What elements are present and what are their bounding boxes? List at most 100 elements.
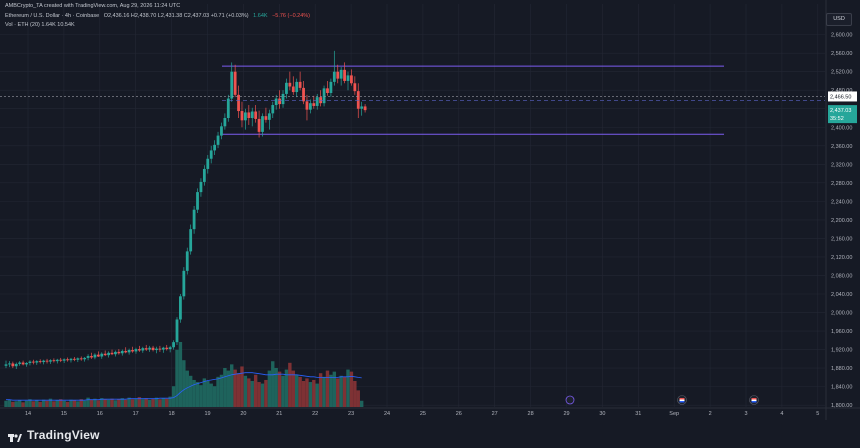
volume-bar [202, 378, 207, 407]
candle-body [175, 319, 179, 343]
candle-body [76, 358, 80, 360]
candle-body [233, 71, 237, 95]
volume-bar [226, 370, 230, 407]
candle-body [69, 358, 73, 361]
candle-body [267, 113, 271, 120]
volume-bar [312, 379, 316, 407]
volume-bar [35, 400, 39, 407]
candle-body [117, 351, 121, 354]
candle-body [223, 117, 227, 127]
last-volume: 1.64K [253, 13, 268, 19]
volume-bar [161, 398, 166, 407]
volume-bar [24, 400, 29, 407]
candle-body [21, 362, 25, 365]
candle-body [103, 353, 107, 356]
x-tick-label: 20 [240, 411, 246, 417]
candle-body [107, 352, 110, 356]
volume-bar [4, 400, 8, 407]
volume-bar [137, 397, 142, 407]
x-tick-label: 29 [563, 411, 569, 417]
volume-bar [72, 400, 77, 407]
x-tick-label: 14 [25, 411, 31, 417]
y-tick-label: 2,000.00 [831, 311, 852, 317]
candle-body [271, 105, 275, 114]
volume-bar [62, 400, 66, 407]
candle-body [185, 251, 189, 271]
y-tick-label: 2,200.00 [831, 218, 852, 224]
volume-bar [291, 370, 295, 407]
attribution: AMBCrypto_TA created with TradingView.co… [5, 3, 181, 9]
x-tick-label: 21 [276, 411, 282, 417]
volume-bar [199, 385, 203, 407]
volume-bar [17, 400, 22, 407]
candle-body [38, 361, 42, 363]
volume-legend: Vol · ETH (20) 1.64K 10.54K [5, 22, 75, 28]
candle-body [172, 342, 175, 348]
volume-bar [171, 386, 176, 407]
candle-body [158, 348, 162, 350]
candle-body [134, 349, 138, 352]
volume-bar [106, 399, 111, 407]
bar-countdown: 35:52 [830, 116, 844, 122]
candle-body [66, 359, 69, 361]
dividend-marker-icon[interactable] [565, 395, 575, 405]
volume-bar [41, 399, 46, 407]
candle-body [192, 209, 196, 230]
x-tick-label: 3 [744, 411, 747, 417]
candle-body [196, 192, 199, 210]
candle-body [264, 116, 268, 120]
volume-bar [178, 342, 183, 407]
volume-bar [318, 373, 323, 407]
volume-bar [288, 362, 292, 407]
candle-body [202, 168, 206, 182]
x-tick-label: 27 [492, 411, 498, 417]
price-label-box [828, 91, 857, 102]
y-tick-label: 2,240.00 [831, 199, 852, 205]
y-tick-label: 2,400.00 [831, 125, 852, 131]
volume-bar [82, 400, 87, 407]
current-price-label: 2,437.03 [830, 108, 851, 114]
candle-body [199, 181, 203, 193]
volume-bar [86, 397, 90, 407]
candle-body [151, 347, 155, 351]
currency-selector[interactable]: USD [826, 13, 852, 26]
volume-bar [236, 373, 241, 407]
flag-icon-stripe [679, 401, 685, 403]
volume-bar [216, 376, 220, 407]
volume-bar [182, 360, 186, 407]
x-tick-label: Sep [669, 411, 679, 417]
candle-body [182, 270, 186, 297]
candle-body [96, 354, 100, 357]
volume-bar [151, 398, 155, 407]
candle-body [90, 356, 93, 358]
volume-bar [192, 379, 196, 407]
volume-bar [349, 371, 354, 407]
flag-icon-stripe [679, 399, 685, 401]
x-tick-label: 2 [709, 411, 712, 417]
candle-body [79, 358, 83, 360]
candle-body [179, 296, 182, 320]
candle-body [25, 363, 28, 365]
tradingview-logo[interactable]: TradingView [8, 428, 100, 442]
candle-body [336, 71, 340, 79]
volume-bar [233, 369, 237, 407]
volume-bar [308, 382, 313, 407]
candle-body [346, 75, 350, 81]
volume-bar [301, 381, 306, 407]
candle-body [120, 350, 124, 354]
candle-body [11, 363, 15, 367]
y-tick-label: 2,160.00 [831, 236, 852, 242]
volume-bar [332, 371, 337, 407]
symbol-name[interactable]: Ethereum / U.S. Dollar · 4h · Coinbase [5, 13, 100, 19]
flag-icon-stripe [679, 398, 685, 400]
candle-body [363, 106, 367, 111]
volume-bar [96, 400, 101, 407]
candle-body [141, 348, 145, 351]
candle-body [326, 88, 329, 93]
candle-body [148, 347, 152, 350]
candle-body [244, 112, 247, 121]
volume-bar [315, 383, 319, 407]
volume-bar [188, 375, 193, 407]
volume-bar [69, 399, 73, 407]
